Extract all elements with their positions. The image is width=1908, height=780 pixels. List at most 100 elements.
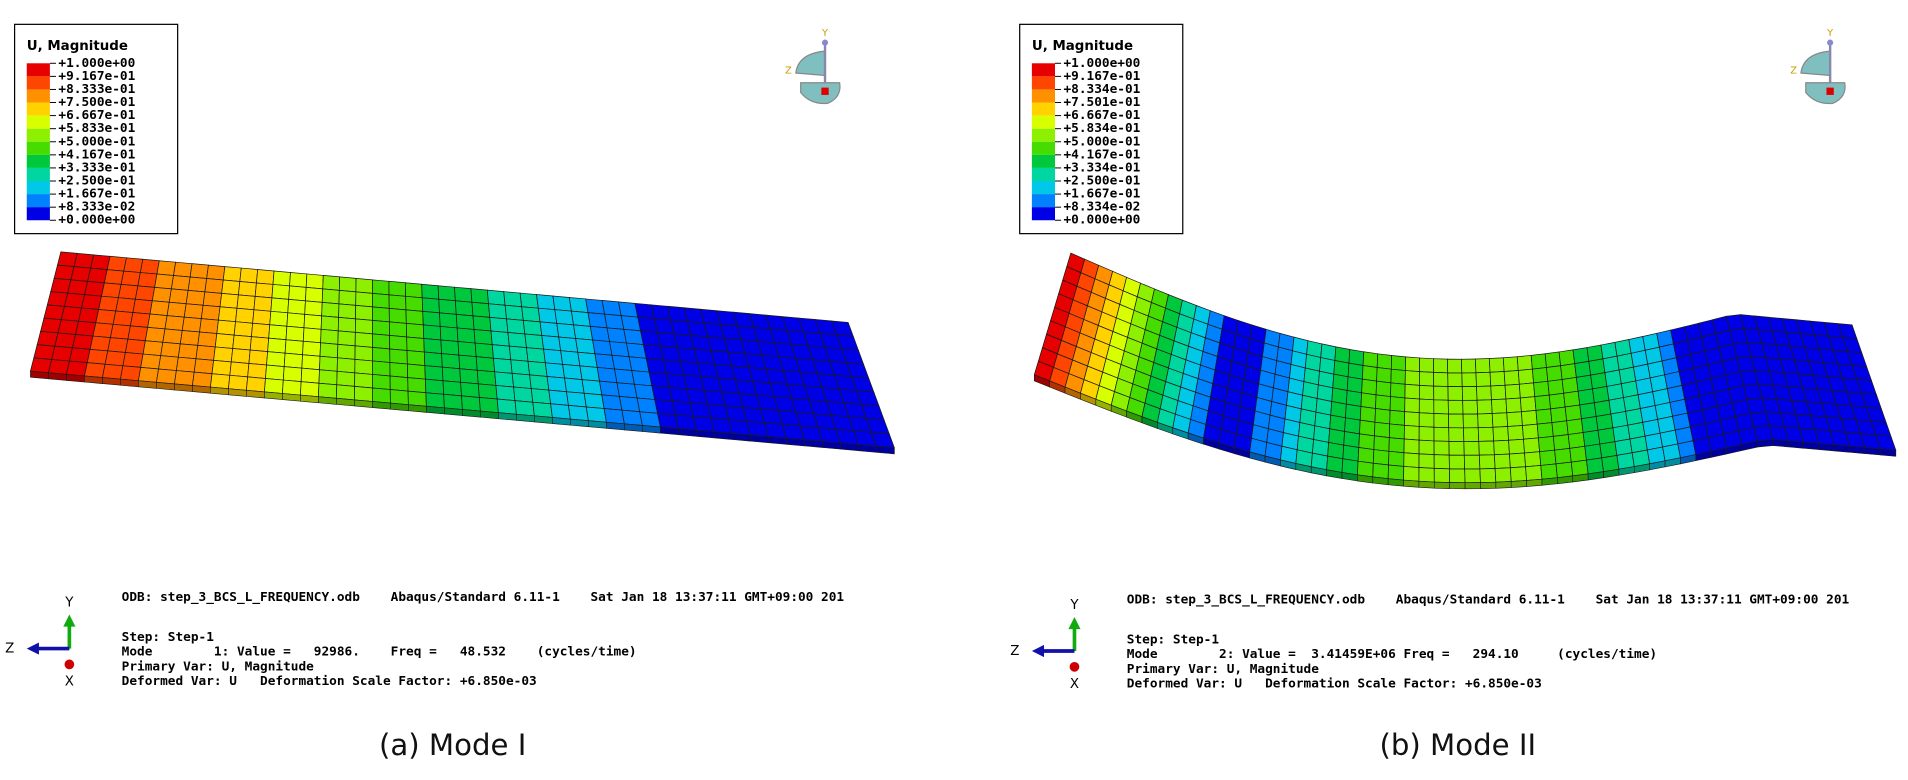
mesh-element: [577, 351, 598, 368]
mesh-element: [458, 354, 478, 371]
mesh-element: [181, 316, 202, 333]
mesh-element: [1574, 360, 1592, 378]
mesh-element: [40, 317, 62, 334]
mesh-element: [119, 365, 142, 382]
legend-swatch: [26, 141, 50, 155]
mesh-element: [1361, 378, 1377, 396]
mesh-element: [1404, 397, 1420, 414]
mesh-element: [406, 350, 426, 366]
mesh-element: [474, 342, 494, 359]
mesh-element: [614, 368, 635, 385]
mesh-element: [1403, 424, 1420, 441]
mesh-element: [246, 376, 266, 393]
mesh-element: [109, 323, 131, 340]
mesh-element: [1448, 441, 1465, 456]
mesh-element: [372, 319, 390, 336]
mesh-element: [1464, 468, 1481, 484]
beam-side: [408, 404, 427, 413]
beam-side: [1526, 478, 1543, 487]
view-marker: [1826, 87, 1834, 95]
mesh-element: [558, 336, 579, 353]
beam-side: [1418, 480, 1435, 489]
beam-side: [1757, 439, 1774, 448]
mesh-element: [87, 267, 108, 284]
mesh-element: [1403, 466, 1420, 482]
mesh-element: [1433, 399, 1449, 415]
mesh-element: [122, 352, 144, 368]
mesh-element: [1502, 356, 1519, 372]
beam-side: [516, 413, 535, 423]
mesh-element: [214, 333, 235, 349]
mesh-element: [459, 368, 479, 385]
beam-side: [426, 405, 445, 415]
mesh-element: [1554, 447, 1572, 465]
beam-side: [210, 386, 229, 396]
caption: (b) Mode II: [1379, 728, 1536, 762]
mesh-element: [106, 255, 127, 272]
beam-side: [534, 415, 553, 424]
mesh-element: [460, 381, 480, 398]
triad-y-label: Y: [64, 595, 74, 610]
mesh-element: [1418, 439, 1435, 456]
mesh-element: [170, 275, 191, 291]
mesh-element: [321, 288, 340, 305]
legend-label: +9.167e-01: [58, 69, 135, 84]
mesh-element: [256, 269, 275, 285]
beam-side: [48, 372, 67, 381]
mesh-element: [1506, 411, 1523, 427]
mesh-element: [183, 303, 204, 320]
mesh-element: [1569, 445, 1587, 463]
mesh-element: [211, 359, 232, 376]
mesh-element: [81, 294, 102, 310]
mesh-element: [1478, 440, 1495, 456]
legend-label: +8.334e-02: [1064, 200, 1141, 215]
mesh-element: [90, 254, 111, 270]
beam-side: [192, 385, 211, 394]
mesh-element: [229, 361, 250, 378]
mesh-element: [213, 346, 234, 363]
mesh-element: [177, 343, 199, 360]
mesh-element: [405, 295, 424, 312]
mesh-element: [1372, 449, 1390, 466]
legend-label: +6.667e-01: [1064, 108, 1141, 123]
mesh-element: [1509, 452, 1526, 469]
beam-side: [246, 389, 265, 399]
mesh-element: [156, 260, 177, 276]
mesh-element: [1548, 392, 1566, 410]
mesh-element: [475, 356, 496, 373]
mesh-element: [355, 277, 373, 294]
beam-side: [66, 374, 85, 383]
mesh-element: [1491, 412, 1509, 428]
beam-side: [372, 401, 391, 410]
legend-label: +8.333e-02: [58, 200, 135, 215]
mesh-element: [421, 297, 440, 314]
mesh-element: [67, 279, 89, 296]
beam-side: [750, 434, 769, 444]
legend-label: +9.167e-01: [1064, 69, 1141, 84]
mesh-element: [266, 351, 286, 368]
mesh-element: [473, 329, 493, 345]
mesh-element: [147, 313, 168, 330]
view-glyph: [795, 50, 826, 77]
info-mode: Mode 2: Value = 3.41459E+06 Freq = 294.1…: [1127, 647, 1657, 662]
mesh-element: [1489, 371, 1506, 387]
legend-title: U, Magnitude: [27, 39, 128, 54]
view-z-label: Z: [1790, 66, 1797, 77]
mesh-element: [272, 270, 291, 287]
mesh-element: [554, 309, 574, 326]
mesh-element: [354, 318, 373, 335]
beam-side: [444, 407, 463, 416]
mesh-element: [1522, 423, 1539, 440]
mesh-element: [1597, 427, 1616, 445]
mesh-element: [189, 263, 209, 279]
mesh-element: [1362, 351, 1379, 368]
mesh-element: [544, 362, 565, 379]
mesh-element: [493, 357, 513, 374]
mesh-element: [1490, 384, 1507, 401]
mesh-element: [1592, 386, 1610, 404]
beam-side: [732, 433, 751, 442]
mesh-element: [560, 350, 581, 367]
mesh-element: [406, 363, 426, 380]
mesh-element: [318, 382, 338, 399]
mesh-element: [589, 325, 610, 342]
